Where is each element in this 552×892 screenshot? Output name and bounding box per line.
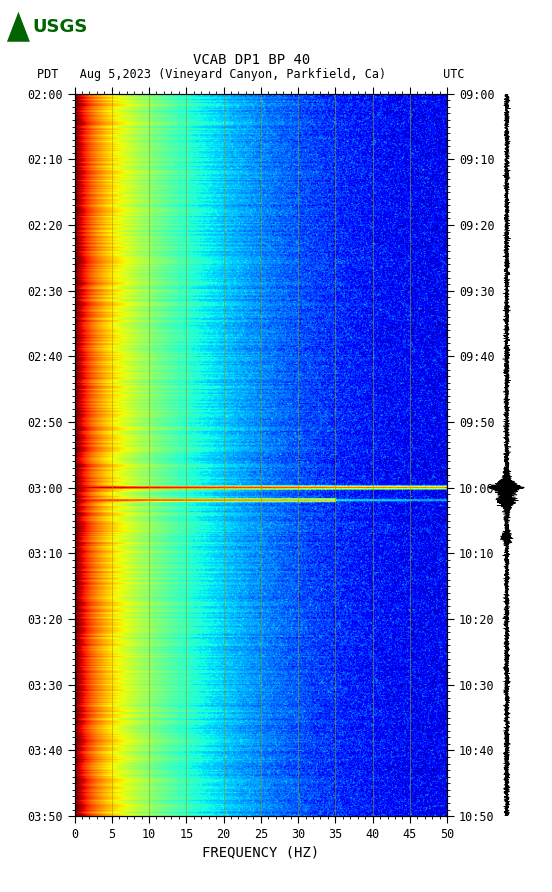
- Polygon shape: [7, 12, 30, 42]
- X-axis label: FREQUENCY (HZ): FREQUENCY (HZ): [202, 845, 320, 859]
- Text: PDT   Aug 5,2023 (Vineyard Canyon, Parkfield, Ca)        UTC: PDT Aug 5,2023 (Vineyard Canyon, Parkfie…: [38, 69, 465, 81]
- Text: VCAB DP1 BP 40: VCAB DP1 BP 40: [193, 53, 310, 67]
- Text: USGS: USGS: [33, 18, 88, 36]
